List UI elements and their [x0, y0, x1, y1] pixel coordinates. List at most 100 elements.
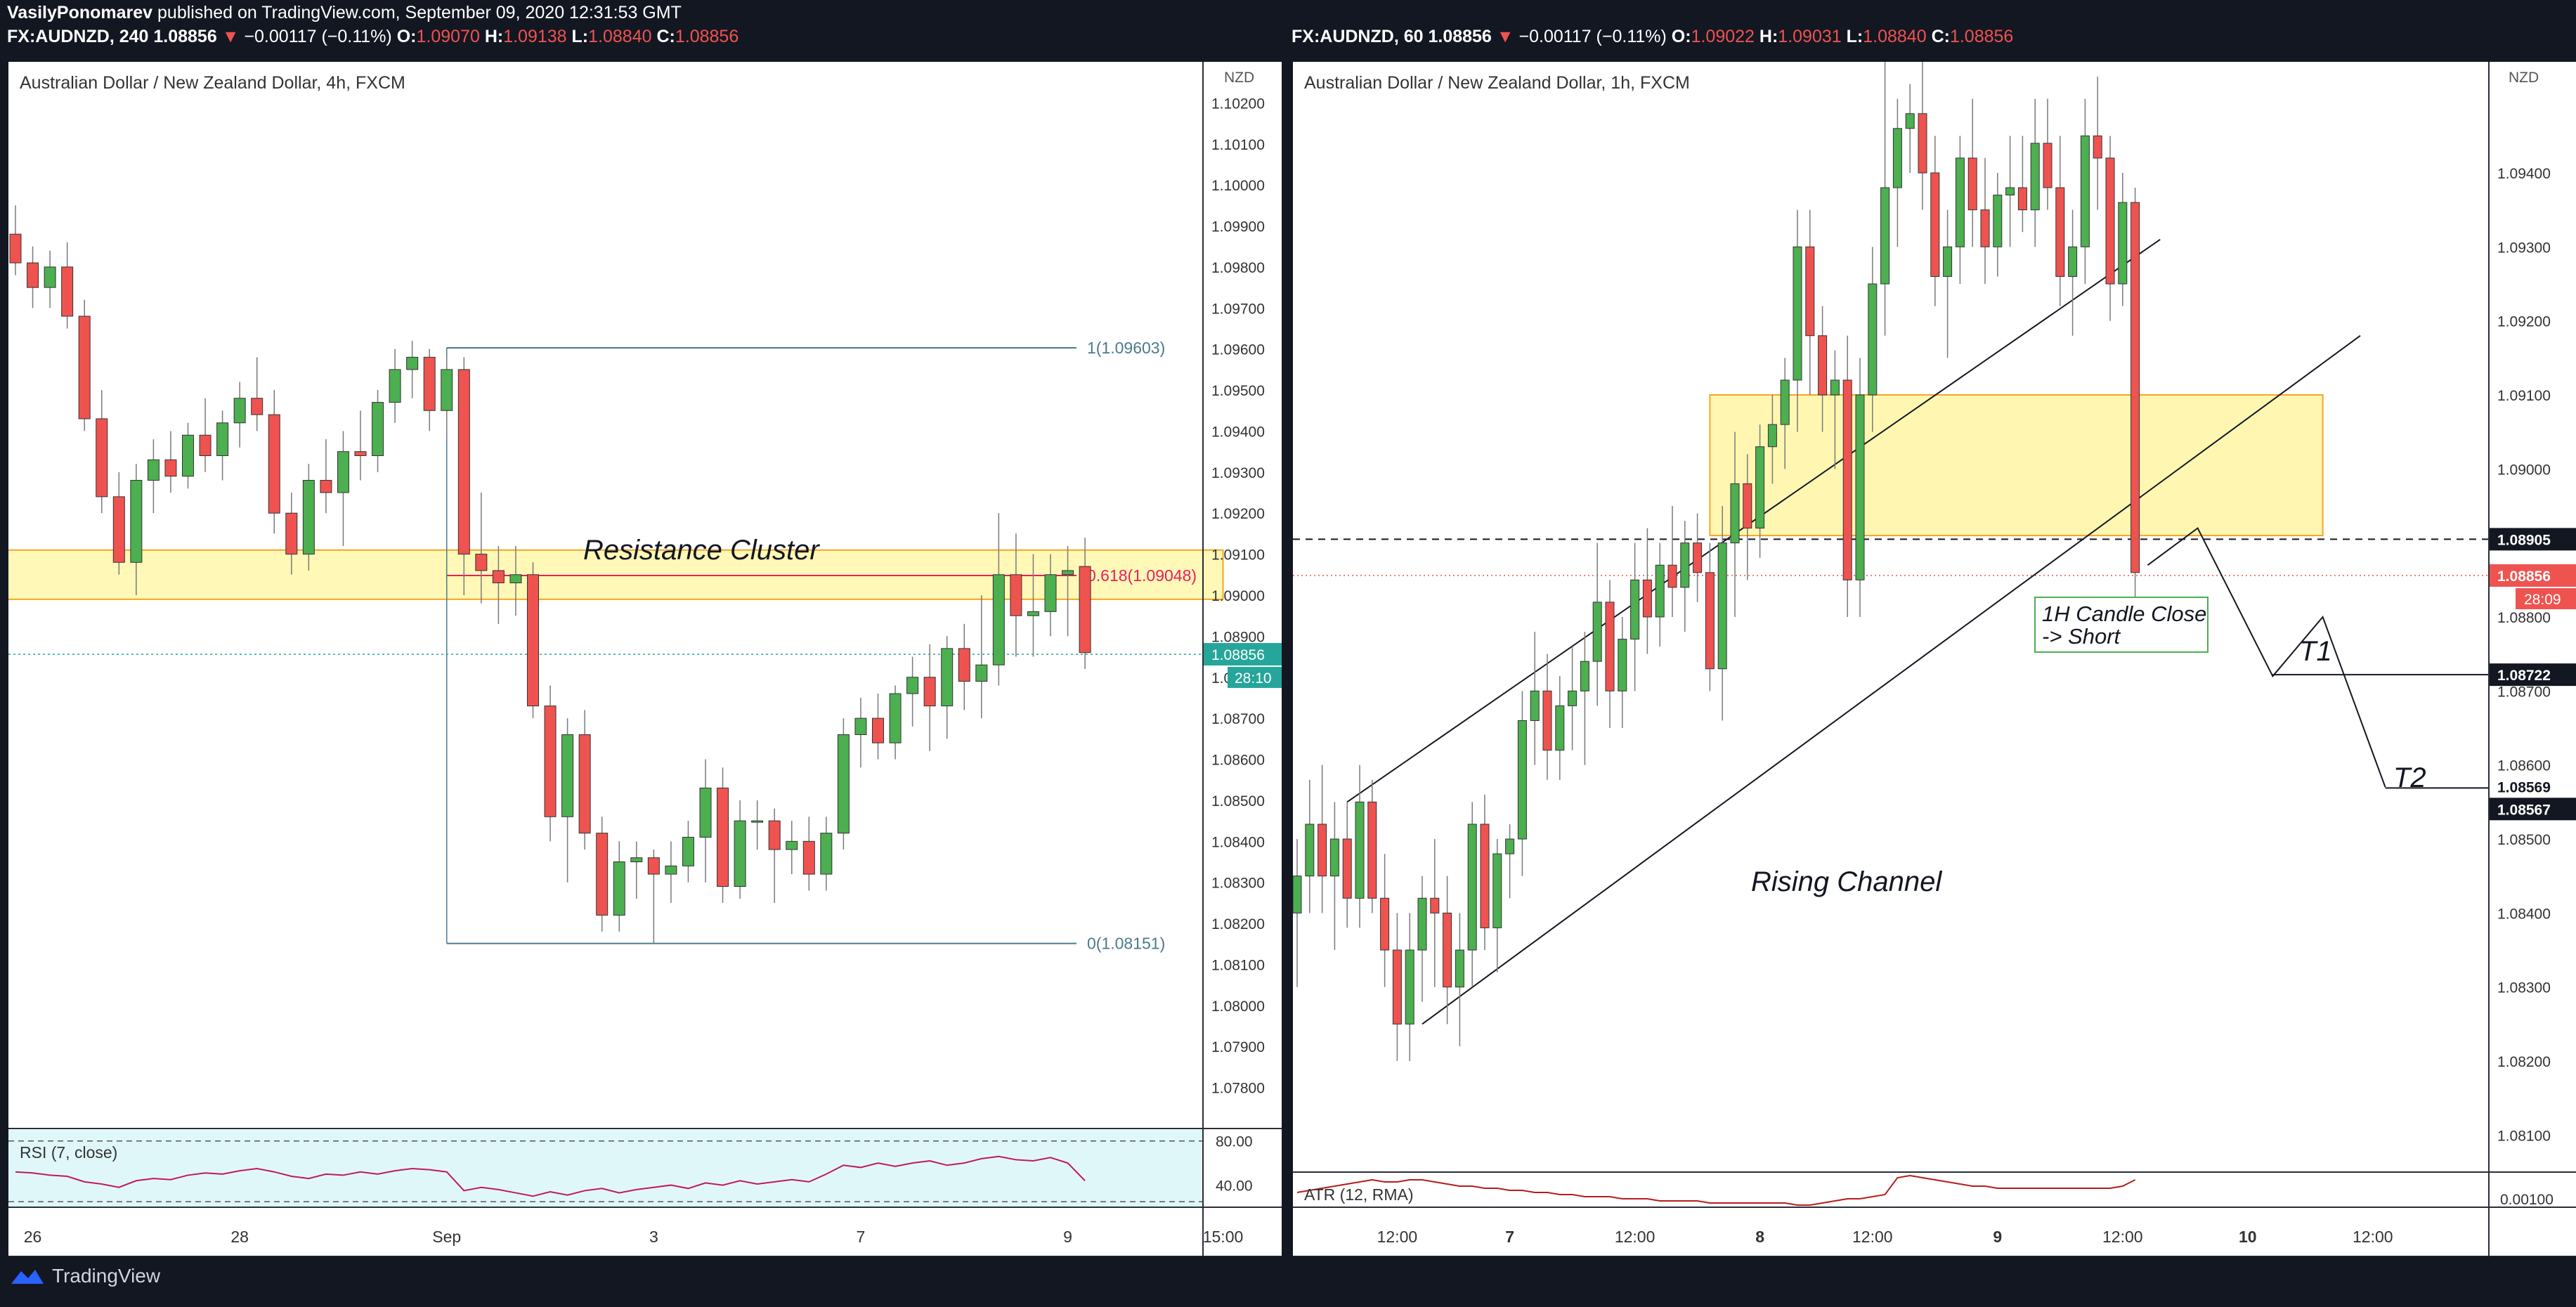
- y-tick-label: 1.09300: [2497, 240, 2551, 256]
- x-tick-label: 15:00: [1203, 1228, 1244, 1246]
- candle: [1730, 483, 1740, 544]
- candle: [1780, 379, 1790, 425]
- left-chart[interactable]: 1(1.09603) 0.618(1.09048) 0(1.08151) 1.078…: [8, 62, 1282, 1256]
- x-tick-label: 12:00: [2353, 1228, 2393, 1246]
- right-chart-panel[interactable]: 1.08100 1.08200 1.08300 1.08400 1.08500 1.086…: [1293, 62, 2576, 1256]
- x-tick-label: 12:00: [2102, 1228, 2143, 1246]
- y-tick-label: 1.08700: [2497, 684, 2551, 700]
- y-tick-label: 1.07900: [1211, 1039, 1265, 1055]
- publish-info: VasilyPonomarev published on TradingView…: [7, 3, 682, 23]
- x-tick-label: 12:00: [1852, 1228, 1893, 1246]
- candle: [854, 717, 867, 736]
- candle: [1542, 690, 1552, 751]
- candle: [751, 820, 764, 823]
- candle: [268, 414, 280, 514]
- candle: [1467, 824, 1477, 951]
- candle: [2055, 187, 2065, 277]
- candle: [1367, 801, 1377, 899]
- candle: [1555, 705, 1565, 751]
- last-price-label: 1.08856: [2497, 568, 2551, 585]
- right-close: 1.08856: [1949, 27, 2014, 46]
- left-chart-panel[interactable]: 1(1.09603) 0.618(1.09048) 0(1.08151) 1.078…: [8, 62, 1282, 1256]
- candle: [1767, 424, 1777, 448]
- left-last: 1.08856: [153, 27, 217, 46]
- right-symbol[interactable]: FX:AUDNZD, 60: [1292, 27, 1424, 46]
- left-currency-badge[interactable]: NZD: [1224, 70, 1254, 86]
- candle: [251, 398, 264, 415]
- y-tick-label: 1.10100: [1211, 137, 1265, 153]
- candle: [44, 266, 56, 288]
- candle: [1355, 801, 1365, 899]
- candle: [837, 734, 850, 834]
- candle: [1405, 949, 1414, 1025]
- candle: [1855, 394, 1865, 580]
- countdown-badge: [1228, 667, 1282, 689]
- candle: [820, 833, 833, 875]
- t1-price-label: 1.08722: [2497, 668, 2551, 684]
- candle: [164, 459, 177, 477]
- left-open: 1.09070: [416, 27, 480, 46]
- candle: [1568, 690, 1578, 706]
- candle: [147, 459, 160, 481]
- candle: [372, 402, 384, 456]
- candle: [509, 574, 522, 583]
- target-1-label: T1: [2299, 636, 2332, 667]
- y-tick-label: 1.09600: [1211, 342, 1265, 358]
- tradingview-logo[interactable]: TradingView: [10, 1265, 160, 1287]
- candle: [1492, 853, 1502, 928]
- x-tick-label: 12:00: [1615, 1228, 1655, 1246]
- left-symbol[interactable]: FX:AUDNZD, 240: [7, 27, 149, 46]
- candle: [285, 512, 298, 555]
- candle: [2080, 135, 2090, 247]
- x-tick-label: 10: [2239, 1228, 2257, 1246]
- candle: [1455, 949, 1464, 988]
- candle: [1027, 611, 1039, 616]
- countdown-label: 28:09: [2524, 592, 2561, 608]
- right-symbol-line: FX:AUDNZD, 60 1.08856 ▼ −0.00117 (−0.11%…: [1292, 27, 2014, 46]
- right-high: 1.09031: [1778, 27, 1842, 46]
- candle: [1079, 566, 1091, 654]
- y-tick-label: 1.08400: [2497, 906, 2551, 922]
- y-tick-label: 1.08700: [1211, 711, 1265, 727]
- t2-price-lower: 1.08567: [2497, 802, 2551, 818]
- last-price-badge: [1203, 643, 1282, 666]
- author-name[interactable]: VasilyPonomarev: [7, 3, 153, 22]
- note-line-1: 1H Candle Close: [2042, 602, 2206, 626]
- supply-zone: [1709, 394, 2324, 537]
- candle: [889, 693, 902, 743]
- candle: [199, 434, 212, 456]
- candle: [1592, 602, 1602, 662]
- target-2-label: T2: [2393, 762, 2426, 793]
- right-chart[interactable]: 1.08100 1.08200 1.08300 1.08400 1.08500 1.086…: [1293, 62, 2576, 1256]
- candle: [1918, 113, 1927, 174]
- candle: [354, 451, 367, 456]
- candle: [1842, 379, 1852, 580]
- candle: [872, 717, 884, 743]
- candle: [182, 434, 194, 477]
- right-last: 1.08856: [1428, 27, 1492, 46]
- candle: [1705, 572, 1715, 670]
- right-currency-badge[interactable]: NZD: [2509, 70, 2539, 86]
- rsi-level-label: 80.00: [1216, 1134, 1253, 1150]
- candle: [1667, 564, 1677, 588]
- tradingview-text: TradingView: [52, 1265, 161, 1287]
- x-tick-label: 26: [24, 1228, 42, 1246]
- x-tick-label: 3: [649, 1228, 658, 1246]
- right-change: −0.00117 (−0.11%): [1518, 27, 1667, 46]
- candle: [406, 356, 419, 370]
- candle: [2093, 135, 2102, 159]
- candle: [130, 480, 143, 563]
- candle: [768, 820, 781, 850]
- y-tick-label: 1.08500: [1211, 793, 1265, 809]
- candle: [2005, 187, 2015, 196]
- y-tick-label: 1.10200: [1211, 96, 1265, 112]
- candle: [1480, 824, 1490, 928]
- candle: [441, 369, 453, 411]
- candle: [1680, 542, 1690, 588]
- candle: [27, 262, 39, 288]
- left-high: 1.09138: [503, 27, 567, 46]
- y-tick-label: 1.08000: [1211, 999, 1265, 1015]
- projection-path: [2147, 527, 2386, 788]
- candle: [1392, 949, 1402, 1025]
- y-tick-label: 1.09100: [1211, 547, 1265, 564]
